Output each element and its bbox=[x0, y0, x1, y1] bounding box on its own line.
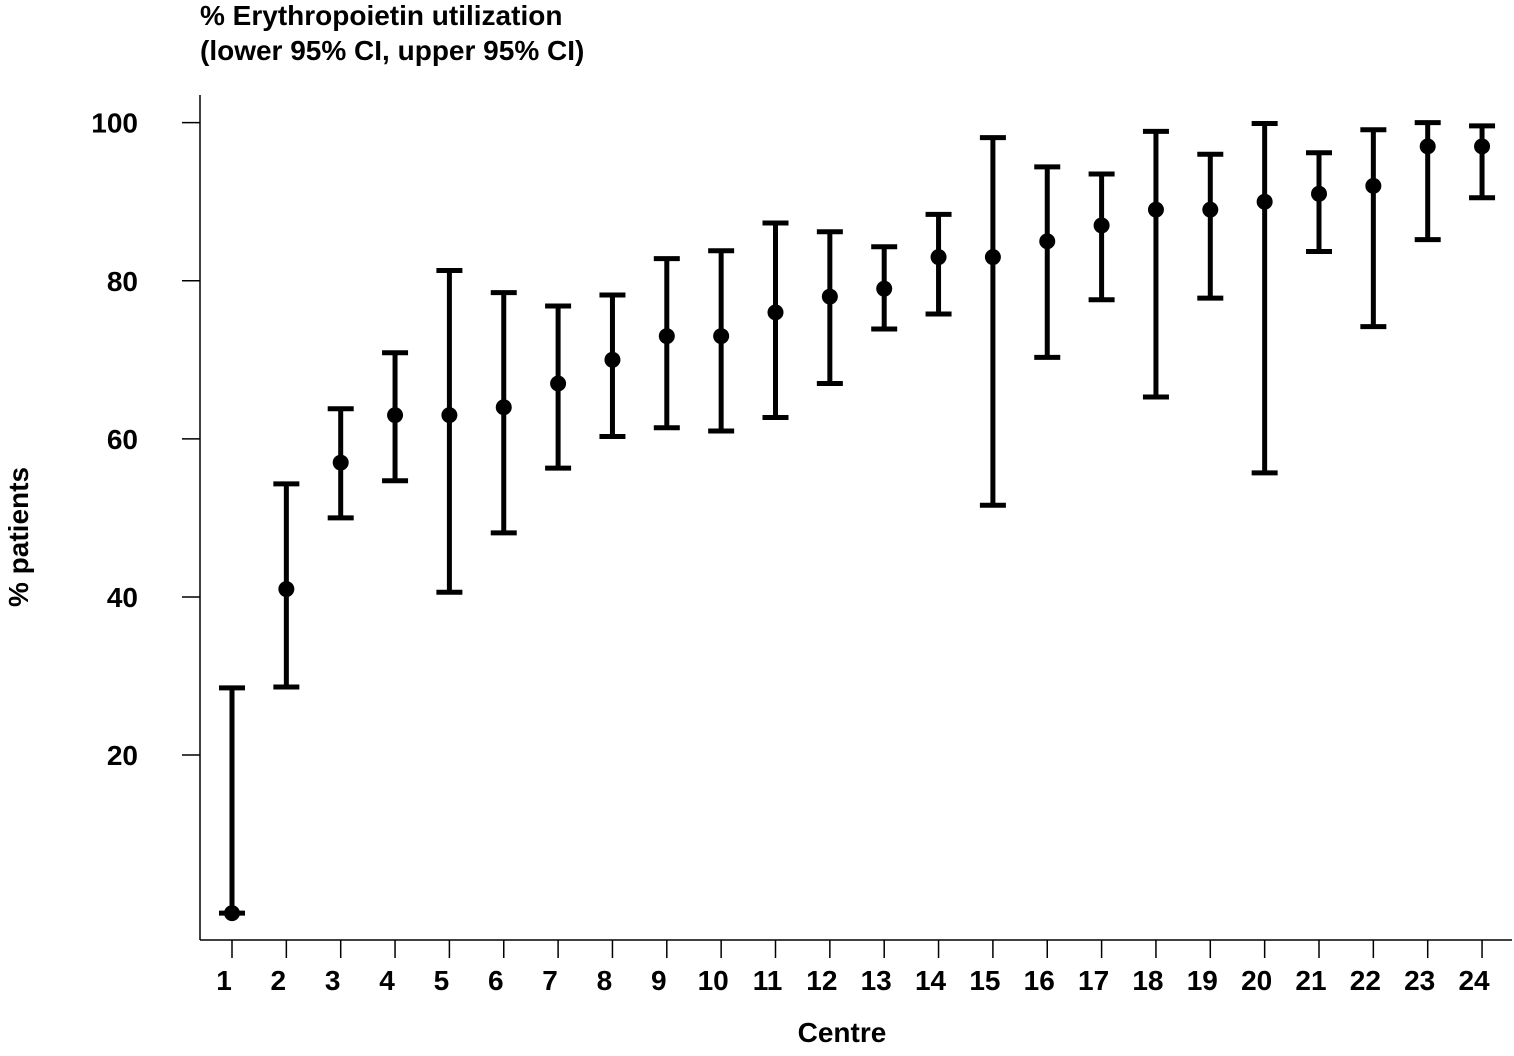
x-tick-label: 24 bbox=[1458, 965, 1490, 996]
x-tick-label: 5 bbox=[434, 965, 450, 996]
point bbox=[387, 407, 404, 424]
x-tick-label: 18 bbox=[1132, 965, 1163, 996]
x-tick-label: 16 bbox=[1024, 965, 1055, 996]
point bbox=[332, 454, 349, 471]
point bbox=[550, 375, 567, 392]
point bbox=[1419, 138, 1436, 155]
x-tick-label: 6 bbox=[488, 965, 504, 996]
y-tick-label: 100 bbox=[91, 108, 138, 139]
chart-subtitle: (lower 95% CI, upper 95% CI) bbox=[200, 35, 584, 66]
point bbox=[1365, 177, 1382, 194]
x-tick-label: 9 bbox=[651, 965, 667, 996]
point bbox=[604, 351, 621, 368]
point bbox=[821, 288, 838, 305]
point bbox=[495, 399, 512, 416]
point bbox=[1474, 138, 1491, 155]
x-tick-label: 23 bbox=[1404, 965, 1435, 996]
x-tick-label: 2 bbox=[271, 965, 287, 996]
x-tick-label: 7 bbox=[542, 965, 558, 996]
x-tick-label: 19 bbox=[1187, 965, 1218, 996]
point bbox=[1202, 201, 1219, 218]
x-tick-label: 12 bbox=[806, 965, 837, 996]
x-tick-label: 21 bbox=[1295, 965, 1326, 996]
point bbox=[1256, 193, 1273, 210]
point bbox=[713, 328, 730, 345]
chart-title: % Erythropoietin utilization bbox=[200, 0, 562, 31]
x-tick-label: 17 bbox=[1078, 965, 1109, 996]
point bbox=[984, 249, 1001, 266]
point bbox=[930, 249, 947, 266]
y-tick-label: 60 bbox=[107, 424, 138, 455]
y-tick-label: 40 bbox=[107, 582, 138, 613]
x-tick-label: 3 bbox=[325, 965, 341, 996]
x-tick-label: 11 bbox=[753, 965, 783, 996]
x-tick-label: 8 bbox=[597, 965, 613, 996]
y-axis-label: % patients bbox=[3, 467, 34, 607]
point bbox=[767, 304, 784, 321]
x-tick-label: 22 bbox=[1350, 965, 1381, 996]
point bbox=[876, 280, 893, 297]
x-tick-label: 13 bbox=[861, 965, 892, 996]
point bbox=[1093, 217, 1110, 234]
x-tick-label: 10 bbox=[698, 965, 729, 996]
point bbox=[278, 581, 295, 598]
x-tick-label: 1 bbox=[216, 965, 232, 996]
x-tick-label: 4 bbox=[379, 965, 395, 996]
point bbox=[1147, 201, 1164, 218]
point bbox=[658, 328, 675, 345]
x-tick-label: 15 bbox=[969, 965, 1000, 996]
x-tick-label: 20 bbox=[1241, 965, 1272, 996]
y-tick-label: 20 bbox=[107, 740, 138, 771]
x-axis-label: Centre bbox=[798, 1017, 887, 1048]
x-tick-label: 14 bbox=[915, 965, 947, 996]
y-tick-label: 80 bbox=[107, 266, 138, 297]
point bbox=[1311, 185, 1327, 202]
point bbox=[224, 905, 240, 922]
point bbox=[441, 407, 458, 424]
point bbox=[1039, 233, 1056, 250]
